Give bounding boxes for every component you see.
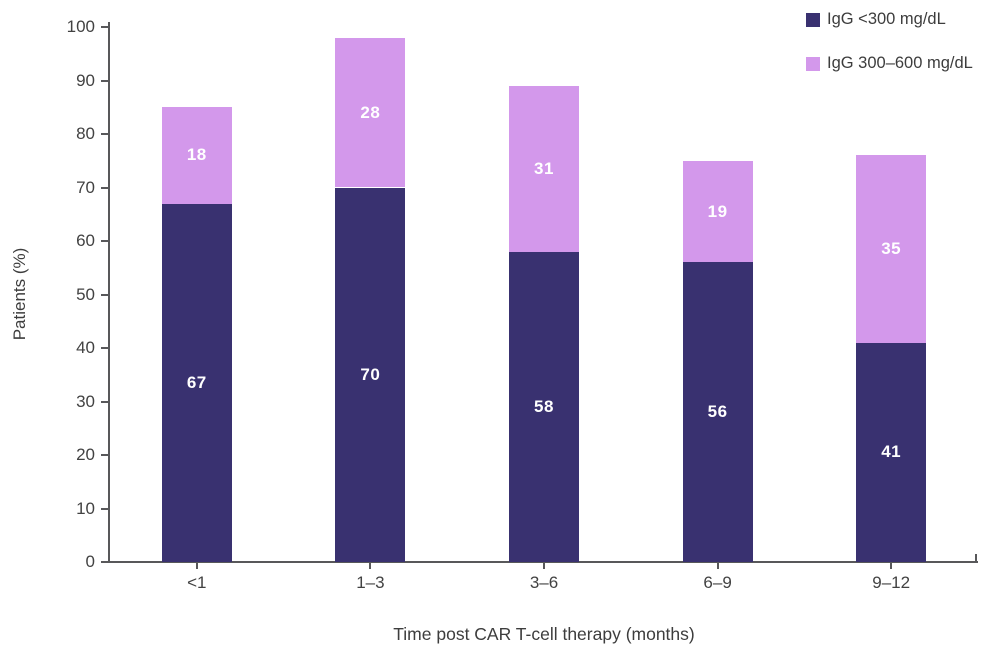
y-tick-mark — [101, 454, 108, 456]
y-tick-mark — [101, 347, 108, 349]
bar-value-label: 28 — [360, 102, 381, 122]
y-tick-label: 80 — [76, 124, 95, 143]
y-axis-title: Patients (%) — [10, 247, 29, 341]
y-tick-mark — [101, 26, 108, 28]
legend-item-igg-300-600: IgG 300–600 mg/dL — [806, 54, 973, 73]
bar-segment-igg-lt-300 — [161, 203, 232, 562]
y-tick-label: 100 — [66, 17, 95, 36]
x-category-label: 6–9 — [703, 573, 732, 592]
bar-segment-igg-300-600 — [856, 155, 927, 343]
y-tick-mark — [101, 293, 108, 296]
x-tick-mark — [716, 563, 719, 569]
x-tick-mark — [543, 563, 545, 569]
y-tick-label: 60 — [76, 231, 95, 250]
bar-segment-igg-lt-300 — [856, 342, 927, 562]
bar-segment-igg-300-600 — [682, 160, 753, 263]
bar-segment-igg-lt-300 — [682, 262, 753, 562]
y-tick-label: 0 — [85, 552, 95, 571]
legend-item-igg-lt-300: IgG <300 mg/dL — [806, 10, 973, 29]
x-category-label: 1–3 — [356, 573, 385, 592]
bar-value-label: 18 — [186, 145, 207, 165]
y-tick-mark — [101, 561, 108, 563]
bar-value-label: 31 — [534, 158, 554, 178]
x-category-label: <1 — [187, 573, 207, 592]
bar-value-label: 19 — [707, 201, 728, 221]
y-tick-label: 10 — [76, 498, 95, 518]
y-tick-mark — [101, 186, 108, 189]
x-category-label: 9–12 — [872, 573, 911, 592]
y-tick-label: 90 — [76, 70, 95, 90]
x-axis-line — [108, 561, 978, 563]
x-tick-mark — [890, 563, 893, 569]
x-axis-title: Time post CAR T-cell therapy (months) — [393, 624, 695, 644]
y-tick-label: 50 — [76, 284, 95, 304]
x-tick-mark — [369, 563, 372, 569]
legend-label-igg-lt-300: IgG <300 mg/dL — [827, 10, 946, 28]
y-tick-mark — [101, 507, 108, 510]
bar-segment-igg-300-600 — [161, 107, 232, 204]
x-category-label: 3–6 — [529, 573, 559, 592]
bar-value-label: 58 — [534, 396, 554, 416]
y-tick-mark — [101, 133, 108, 135]
y-tick-mark — [101, 400, 108, 403]
bar-segment-igg-lt-300 — [335, 187, 406, 562]
y-tick-mark — [101, 79, 108, 82]
x-tick-mark — [195, 563, 198, 569]
y-tick-label: 30 — [76, 391, 95, 411]
bar-segment-igg-lt-300 — [509, 251, 579, 562]
bar-value-label: 70 — [360, 364, 381, 384]
y-tick-label: 40 — [76, 338, 95, 357]
legend-swatch-igg-300-600 — [806, 56, 820, 71]
bar-segment-igg-300-600 — [509, 85, 579, 252]
bar-value-label: 67 — [186, 372, 207, 392]
x-axis-endcap — [975, 554, 977, 562]
y-tick-mark — [101, 240, 108, 242]
bar-value-label: 41 — [881, 442, 902, 462]
bar-value-label: 56 — [707, 402, 728, 422]
legend: IgG <300 mg/dL IgG 300–600 mg/dL — [806, 10, 973, 73]
legend-swatch-igg-lt-300 — [806, 12, 820, 27]
y-tick-label: 70 — [76, 177, 95, 197]
bar-value-label: 35 — [881, 239, 902, 259]
y-axis-line — [108, 22, 110, 563]
bar-segment-igg-300-600 — [335, 37, 406, 188]
legend-label-igg-300-600: IgG 300–600 mg/dL — [827, 54, 973, 72]
y-tick-label: 20 — [76, 445, 95, 464]
